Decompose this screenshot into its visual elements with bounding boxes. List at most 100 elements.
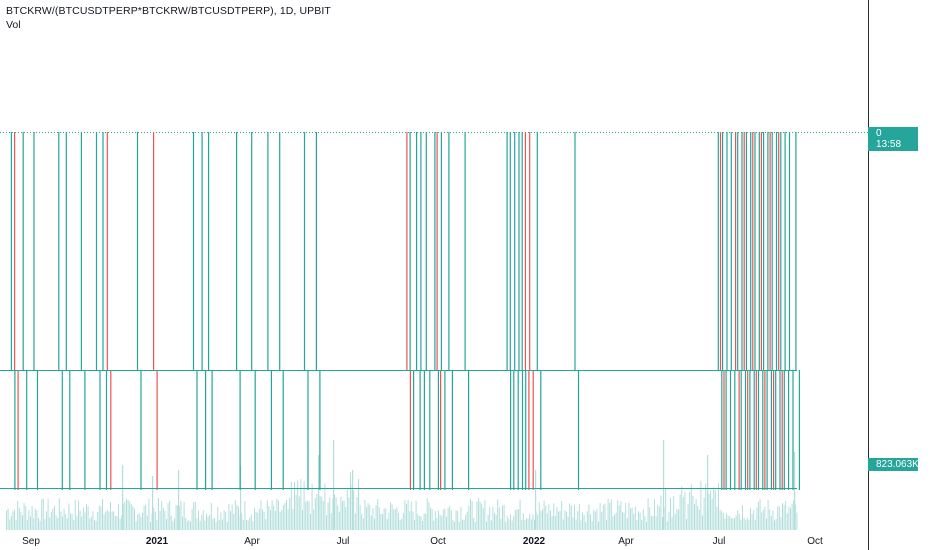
volume-bar [692,496,694,530]
volume-bar [522,513,524,530]
volume-bar [599,503,601,530]
volume-value-text: 823.063K [876,459,919,470]
volume-bar [711,498,713,530]
volume-bar [754,520,756,530]
volume-bar [457,511,459,530]
volume-bar [465,514,467,530]
volume-bar [156,519,158,530]
volume-bar [146,515,148,530]
volume-bar [250,514,252,530]
volume-bar [338,511,340,530]
volume-bar [161,501,163,530]
last-value-text: 0 [876,128,882,139]
volume-bar [20,512,22,530]
volume-bar [73,520,75,530]
volume-bar [167,503,169,530]
volume-bar [564,510,566,530]
countdown-text: 13:58 [876,139,902,150]
symbol-title[interactable]: BTCKRW/(BTCUSDTPERP*BTCKRW/BTCUSDTPERP),… [6,5,331,17]
volume-bar [559,510,561,530]
volume-bar [495,514,497,530]
volume-bar [458,521,460,530]
volume-bar [527,518,529,530]
volume-bar [734,518,735,530]
volume-bar [530,519,532,530]
volume-bar [449,506,451,530]
volume-bar [377,498,379,530]
chart-legend: BTCKRW/(BTCUSDTPERP*BTCKRW/BTCUSDTPERP),… [6,4,331,32]
volume-legend-label[interactable]: Vol [6,19,21,31]
volume-bar [108,511,110,530]
volume-bar [25,506,27,530]
time-axis-label: Jul [336,536,350,547]
volume-bar [50,511,52,530]
volume-bar [7,508,9,530]
volume-bar [529,514,531,530]
volume-bar [103,514,105,530]
volume-bar [594,511,596,530]
volume-bar [47,499,49,530]
volume-bar [294,482,295,530]
volume-bar [321,496,323,530]
volume-bar [500,518,502,530]
volume-bar [74,499,76,530]
volume-bar [14,509,15,530]
volume-bar [28,510,30,530]
volume-bar [345,506,347,530]
volume-bar [10,516,12,530]
volume-bar [81,516,83,530]
volume-bar [649,507,651,530]
volume-bar [694,504,695,530]
volume-bar [76,516,78,530]
volume-bar [676,508,678,530]
volume-bar [498,507,500,530]
volume-bar [634,506,636,530]
volume-bar [506,516,508,530]
volume-bar [132,506,134,530]
volume-bar [393,509,395,530]
volume-bar [42,498,44,530]
volume-bar [510,514,511,530]
volume-bar [425,513,427,530]
volume-bar [34,508,36,530]
volume-bar [591,521,593,530]
volume-bar [463,519,465,530]
volume-bar [255,511,257,530]
volume-bar [484,500,486,530]
volume-spike [333,440,335,530]
volume-bar [577,511,579,530]
volume-bar [378,507,380,530]
time-axis-label: Apr [244,536,260,547]
volume-bar [514,510,516,530]
volume-bar [730,518,732,530]
volume-bar [234,499,236,530]
volume-bar [786,513,788,530]
volume-bar [409,511,411,530]
volume-bar [105,511,107,530]
volume-bar [418,516,420,530]
volume-bar [220,512,222,530]
volume-bar [286,500,287,530]
volume-bar [569,503,571,530]
volume-bar [700,480,702,530]
volume-bar [270,510,271,530]
volume-bar [332,498,334,530]
volume-bar [764,506,766,530]
volume-bar [238,506,239,530]
volume-bar [111,511,113,530]
volume-bar [119,518,121,530]
volume-bar [364,499,366,530]
volume-bar [471,501,473,530]
volume-bar [258,509,260,530]
volume-bar [588,504,590,530]
volume-bar [126,498,127,530]
volume-bar [127,499,129,530]
volume-bar [46,511,47,530]
volume-bar [590,514,591,530]
volume-bar [54,505,55,530]
volume-bar [668,511,670,530]
volume-bar [767,500,769,530]
volume-bar [639,512,641,530]
volume-bar [209,514,211,530]
